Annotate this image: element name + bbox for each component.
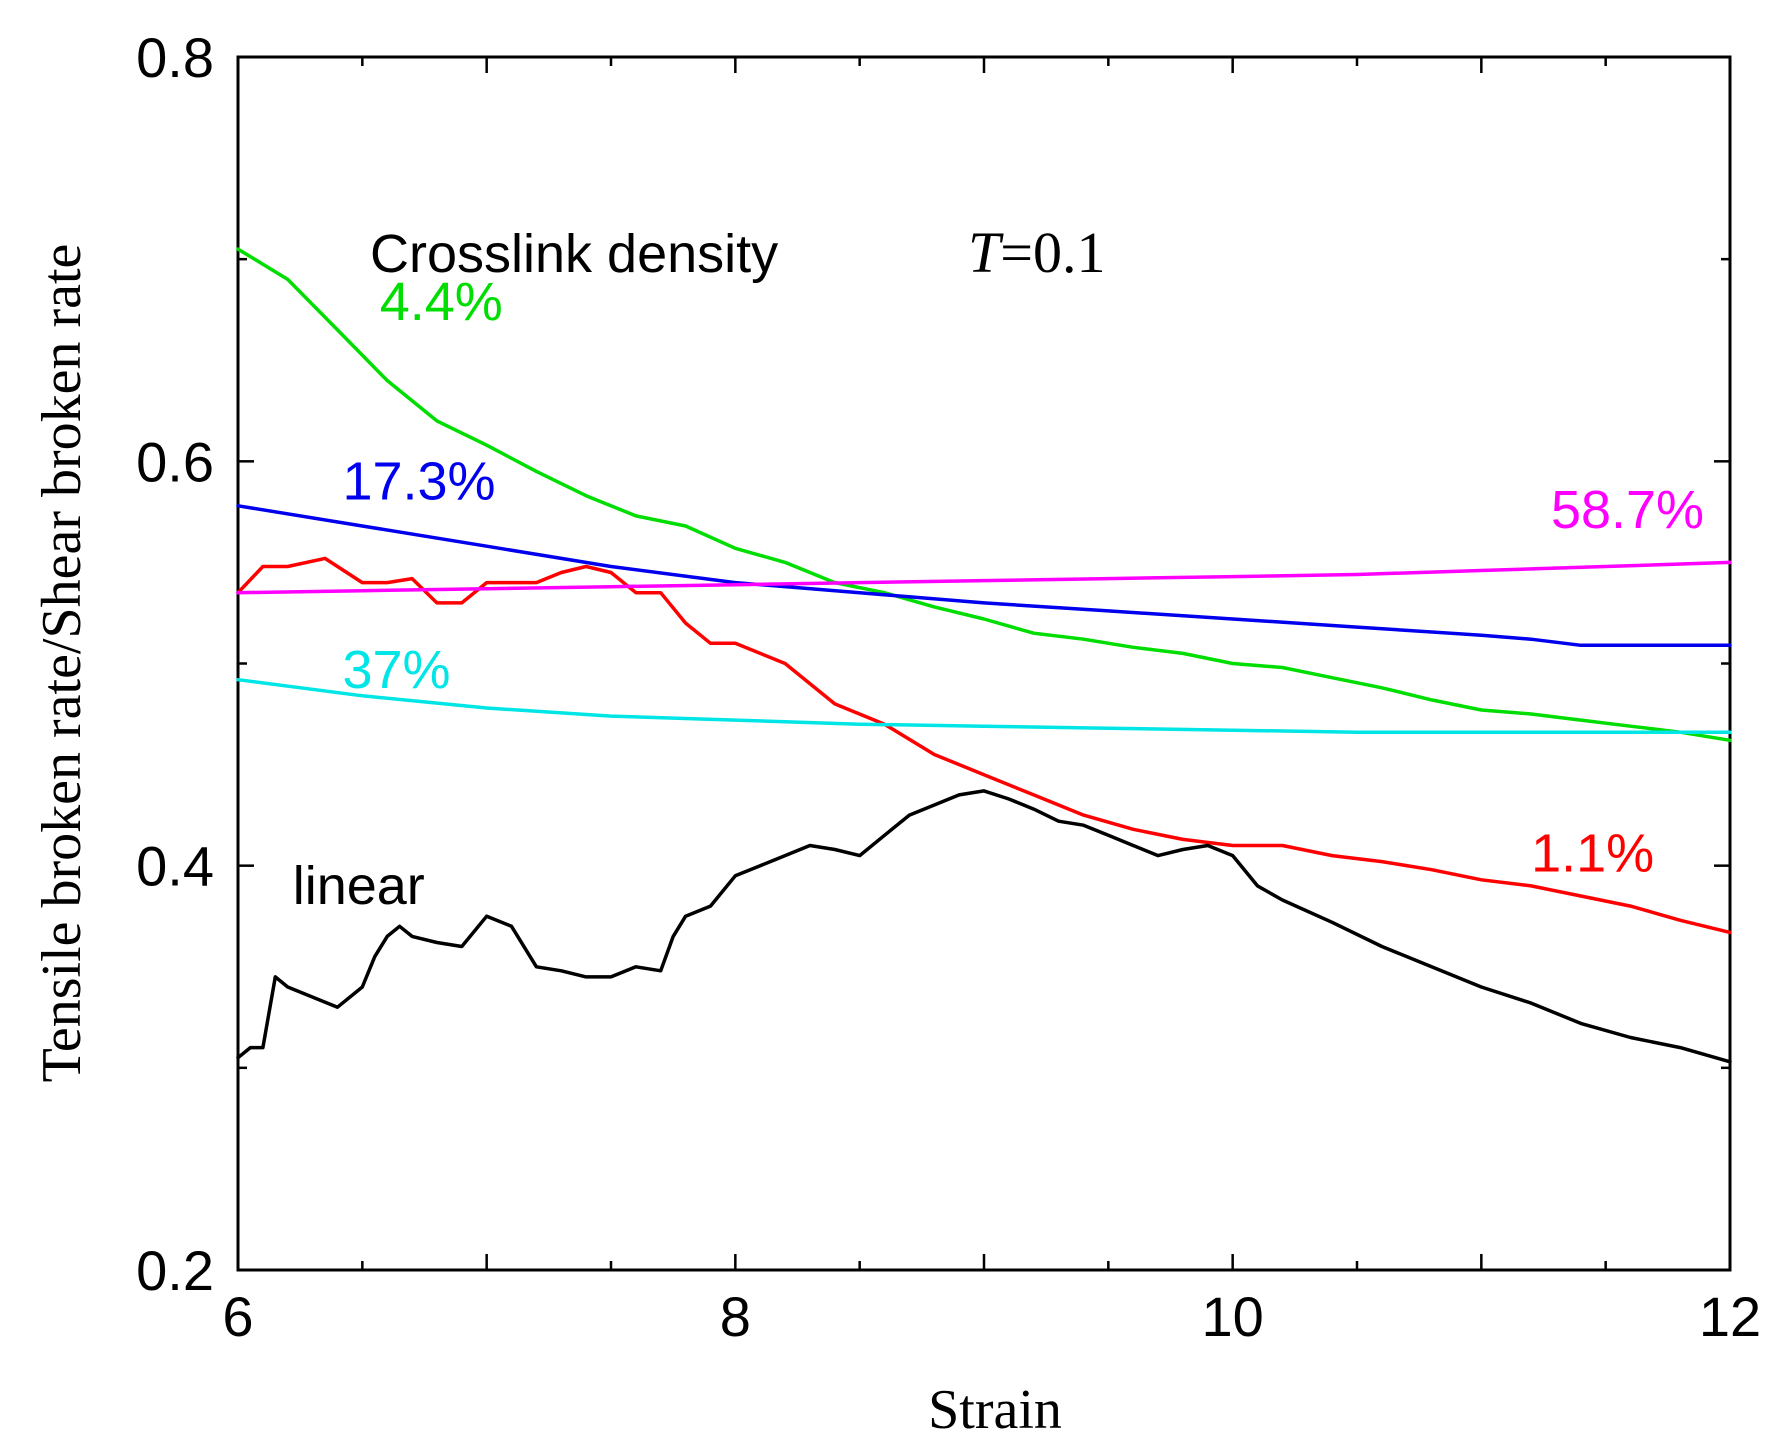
x-tick-label: 6: [222, 1285, 253, 1348]
series-label: linear: [293, 856, 425, 916]
series-line-3: [236, 504, 1732, 648]
series-line-2: [236, 247, 1732, 743]
series-label: 58.7%: [1551, 480, 1704, 540]
series-label: 4.4%: [380, 272, 503, 332]
temperature-label: T=0.1: [968, 220, 1105, 285]
series-annotations: 4.4% 17.3% 58.7% 37% 1.1% linear: [293, 272, 1704, 916]
series-label: 37%: [342, 640, 450, 700]
y-tick-label: 0.4: [136, 835, 214, 898]
x-tick-label: 8: [720, 1285, 751, 1348]
series-lines: [236, 247, 1732, 1064]
series-label: 17.3%: [342, 452, 495, 512]
series-line-5: [236, 560, 1732, 595]
axis-ticks: [236, 55, 1732, 1272]
x-axis-title: Strain: [928, 1379, 1062, 1441]
temperature-value: =0.1: [1000, 220, 1105, 285]
x-tick-label: 12: [1699, 1285, 1761, 1348]
series-line-1: [236, 556, 1732, 935]
series-line-4: [236, 677, 1732, 734]
y-tick-label: 0.8: [136, 26, 214, 89]
series-label: 1.1%: [1531, 824, 1654, 884]
temperature-symbol: T: [968, 220, 1004, 285]
y-axis-title: Tensile broken rate/Shear broken rate: [31, 244, 93, 1083]
legend-title: Crosslink density: [370, 224, 778, 284]
y-tick-label: 0.6: [136, 430, 214, 493]
tick-labels: 6 8 10 12 0.2 0.4 0.6 0.8: [136, 26, 1761, 1348]
y-tick-label: 0.2: [136, 1239, 214, 1302]
x-tick-label: 10: [1202, 1285, 1264, 1348]
series-line-6: [236, 789, 1732, 1064]
